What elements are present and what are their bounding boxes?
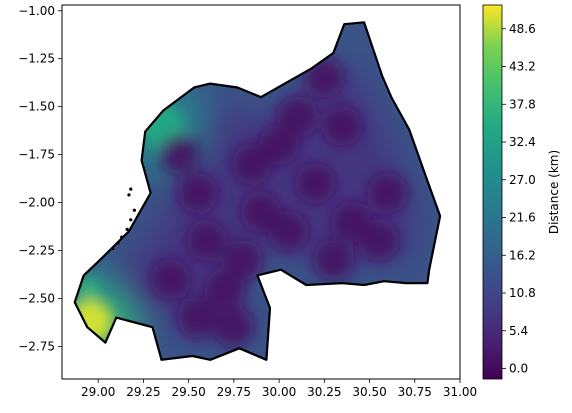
y-tick-label: −1.25: [18, 52, 55, 66]
y-axis: −1.00 −1.25 −1.50 −1.75 −2.00 −2.25 −2.50 −2.75: [18, 4, 62, 353]
x-tick-label: 29.75: [217, 385, 251, 399]
heatmap-low-point: [204, 268, 245, 309]
y-tick-label: −2.50: [18, 291, 55, 305]
heatmap-low-point: [322, 105, 363, 146]
colorbar-gradient: [483, 5, 502, 379]
colorbar-tick-label: 37.8: [509, 97, 536, 111]
region-boundary: [73, 21, 442, 361]
heatmap-low-point: [358, 220, 399, 261]
island-mark: [129, 187, 133, 191]
plot-area: [61, 4, 461, 380]
heatmap-low-point: [213, 307, 254, 348]
colorbar-ticks: 0.0 5.4 10.8 16.2 21.6 27.0 32.4 37.8 43.2 48.6: [502, 22, 536, 376]
x-tick-label: 29.25: [126, 385, 160, 399]
x-tick-label: 30.00: [262, 385, 296, 399]
island-mark: [129, 218, 133, 222]
colorbar-tick-label: 48.6: [509, 22, 536, 36]
colorbar-tick-label: 43.2: [509, 60, 536, 74]
heatmap-low-point: [304, 57, 345, 98]
plot-frame: [61, 4, 461, 380]
heatmap-low-point: [259, 125, 300, 166]
heatmap-low-point: [177, 172, 218, 213]
island-mark: [132, 208, 136, 212]
colorbar: 0.0 5.4 10.8 16.2 21.6 27.0 32.4 37.8 43.2 48.6 D…: [482, 4, 561, 380]
colorbar-tick-label: 27.0: [509, 173, 536, 187]
colorbar-tick-label: 0.0: [509, 362, 528, 376]
heatmap-low-point: [159, 134, 200, 175]
heatmap-low-point: [222, 240, 263, 281]
colorbar-frame: [482, 4, 503, 380]
y-tick-label: −1.50: [18, 100, 55, 114]
y-tick-label: −1.00: [18, 4, 55, 18]
heatmap-low-point: [367, 172, 408, 213]
colorbar-tick-label: 10.8: [509, 286, 536, 300]
y-tick-label: −2.00: [18, 196, 55, 210]
heatmap-low-point: [313, 240, 354, 281]
heatmap-low-point: [277, 96, 318, 137]
y-tick-label: −1.75: [18, 148, 55, 162]
colorbar-tick-label: 16.2: [509, 248, 536, 262]
colorbar-tick-label: 21.6: [509, 211, 536, 225]
island-mark: [127, 193, 131, 197]
x-tick-label: 30.50: [352, 385, 386, 399]
heatmap-hotspot-core: [79, 279, 99, 299]
x-tick-label: 31.00: [443, 385, 477, 399]
x-axis: 29.00 29.25 29.50 29.75 30.00 30.25 30.50 30.75…: [81, 379, 477, 399]
heatmap-low-point: [186, 220, 227, 261]
x-tick-label: 29.50: [171, 385, 205, 399]
colorbar-tick-label: 32.4: [509, 135, 536, 149]
heatmap-low-point: [177, 297, 218, 338]
heatmap-low-point: [150, 259, 191, 300]
x-tick-label: 29.00: [81, 385, 115, 399]
heatmap-low-point: [295, 163, 336, 204]
colorbar-label: Distance (km): [547, 150, 561, 234]
heatmap-low-point: [268, 211, 309, 252]
y-tick-label: −2.75: [18, 339, 55, 353]
y-tick-label: −2.25: [18, 243, 55, 257]
x-tick-label: 30.25: [307, 385, 341, 399]
island-mark: [125, 227, 129, 231]
x-tick-label: 30.75: [398, 385, 432, 399]
colorbar-tick-label: 5.4: [509, 324, 528, 338]
